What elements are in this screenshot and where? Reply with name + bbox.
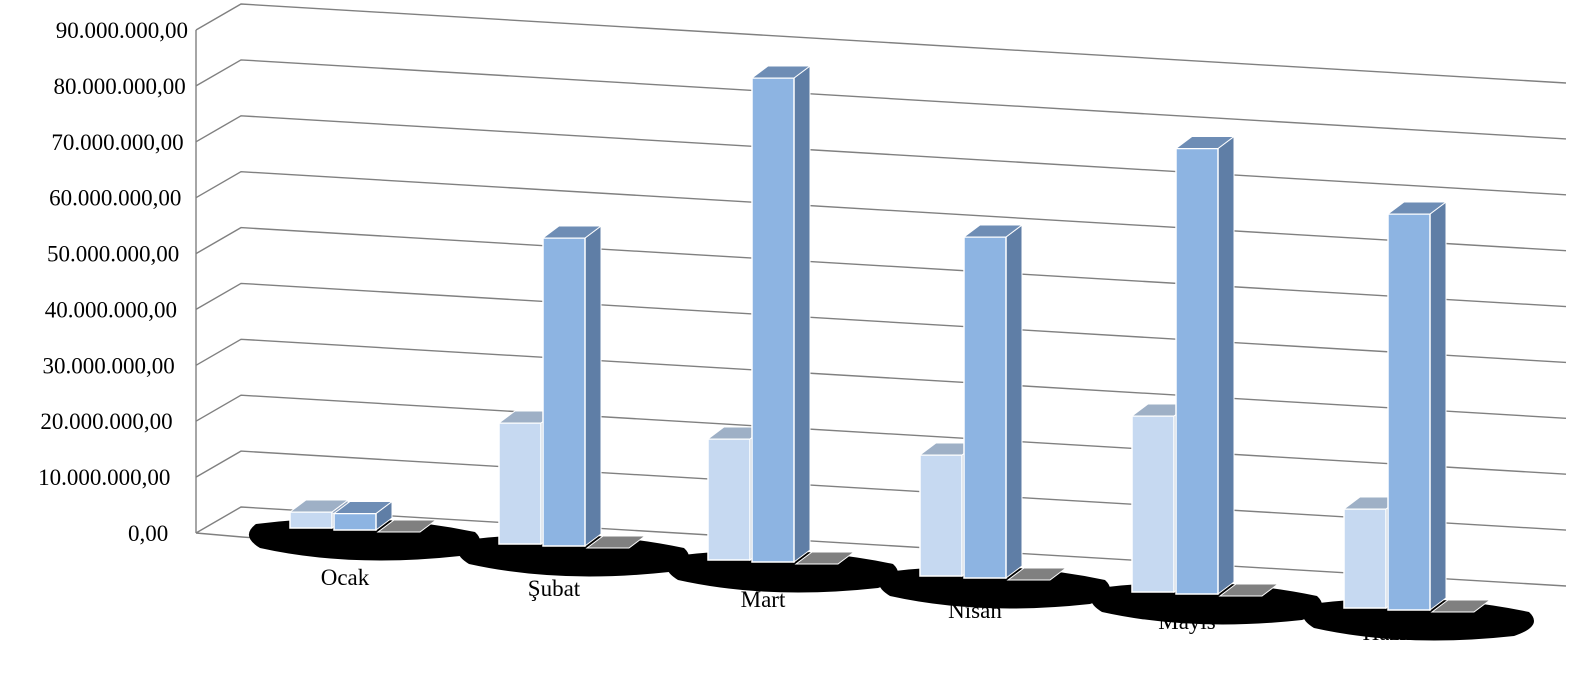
- bar-side: [1429, 201, 1447, 611]
- gridline: [195, 394, 1567, 475]
- y-tick-label: 50.000.000,00: [47, 242, 179, 267]
- y-tick-label: 0,00: [128, 521, 168, 546]
- bar-top: [794, 551, 856, 565]
- bar-top: [585, 535, 647, 549]
- bar: [751, 77, 795, 563]
- y-tick-label: 60.000.000,00: [49, 186, 181, 211]
- y-tick-label: 10.000.000,00: [38, 465, 170, 490]
- bar-top: [1430, 599, 1492, 613]
- bar-side: [793, 65, 811, 563]
- gridline: [195, 506, 1567, 587]
- bar: [963, 236, 1007, 579]
- bar: [1175, 147, 1219, 595]
- gridline: [195, 170, 1567, 252]
- bar: [1131, 415, 1175, 593]
- x-category-label: Şubat: [528, 576, 581, 601]
- gridline: [195, 226, 1567, 308]
- bar-top: [1218, 583, 1280, 597]
- x-axis-categories: Ocak Şubat Mart Nisan Mayıs Haziran: [321, 565, 1436, 645]
- bar: [707, 438, 751, 561]
- bars: [288, 65, 1492, 613]
- x-category-label: Haziran: [1363, 620, 1436, 645]
- y-tick-label: 70.000.000,00: [51, 130, 183, 155]
- bar-top: [332, 501, 394, 514]
- bar: [542, 237, 586, 547]
- y-tick-label: 30.000.000,00: [43, 353, 175, 378]
- y-tick-label: 20.000.000,00: [40, 409, 172, 434]
- gridlines: [195, 3, 1567, 631]
- gridline: [195, 3, 1567, 84]
- bar: [333, 512, 377, 531]
- bar-side: [1217, 135, 1235, 595]
- y-axis-ticks: 0,00 10.000.000,00 20.000.000,00 30.000.000…: [38, 18, 188, 546]
- bar-top: [1174, 136, 1236, 149]
- y-tick-label: 40.000.000,00: [45, 297, 177, 322]
- y-tick-label: 90.000.000,00: [56, 18, 188, 43]
- bar-top: [1006, 567, 1068, 581]
- x-category-label: Mart: [741, 587, 786, 612]
- bar: [289, 511, 333, 529]
- floor-shadow: [248, 518, 1534, 641]
- bar-top: [376, 519, 438, 533]
- bar-side: [1005, 224, 1023, 579]
- bar-top: [962, 224, 1024, 238]
- bar-top: [288, 499, 350, 513]
- bar: [919, 454, 963, 577]
- x-category-label: Nisan: [948, 598, 1002, 623]
- bar: [1343, 508, 1387, 609]
- gridline: [195, 59, 1567, 140]
- bar: [498, 422, 542, 545]
- gridline: [195, 282, 1567, 364]
- bar-top: [541, 225, 603, 239]
- y-tick-label: 80.000.000,00: [54, 74, 186, 99]
- gridline: [195, 115, 1567, 196]
- bar-top: [750, 65, 812, 79]
- bar: [1387, 213, 1431, 611]
- x-category-label: Mayıs: [1158, 609, 1216, 634]
- gridline: [195, 338, 1567, 419]
- x-category-label: Ocak: [321, 565, 370, 590]
- gridline: [195, 450, 1567, 531]
- bar-side: [584, 225, 602, 547]
- bar-top: [1386, 201, 1448, 215]
